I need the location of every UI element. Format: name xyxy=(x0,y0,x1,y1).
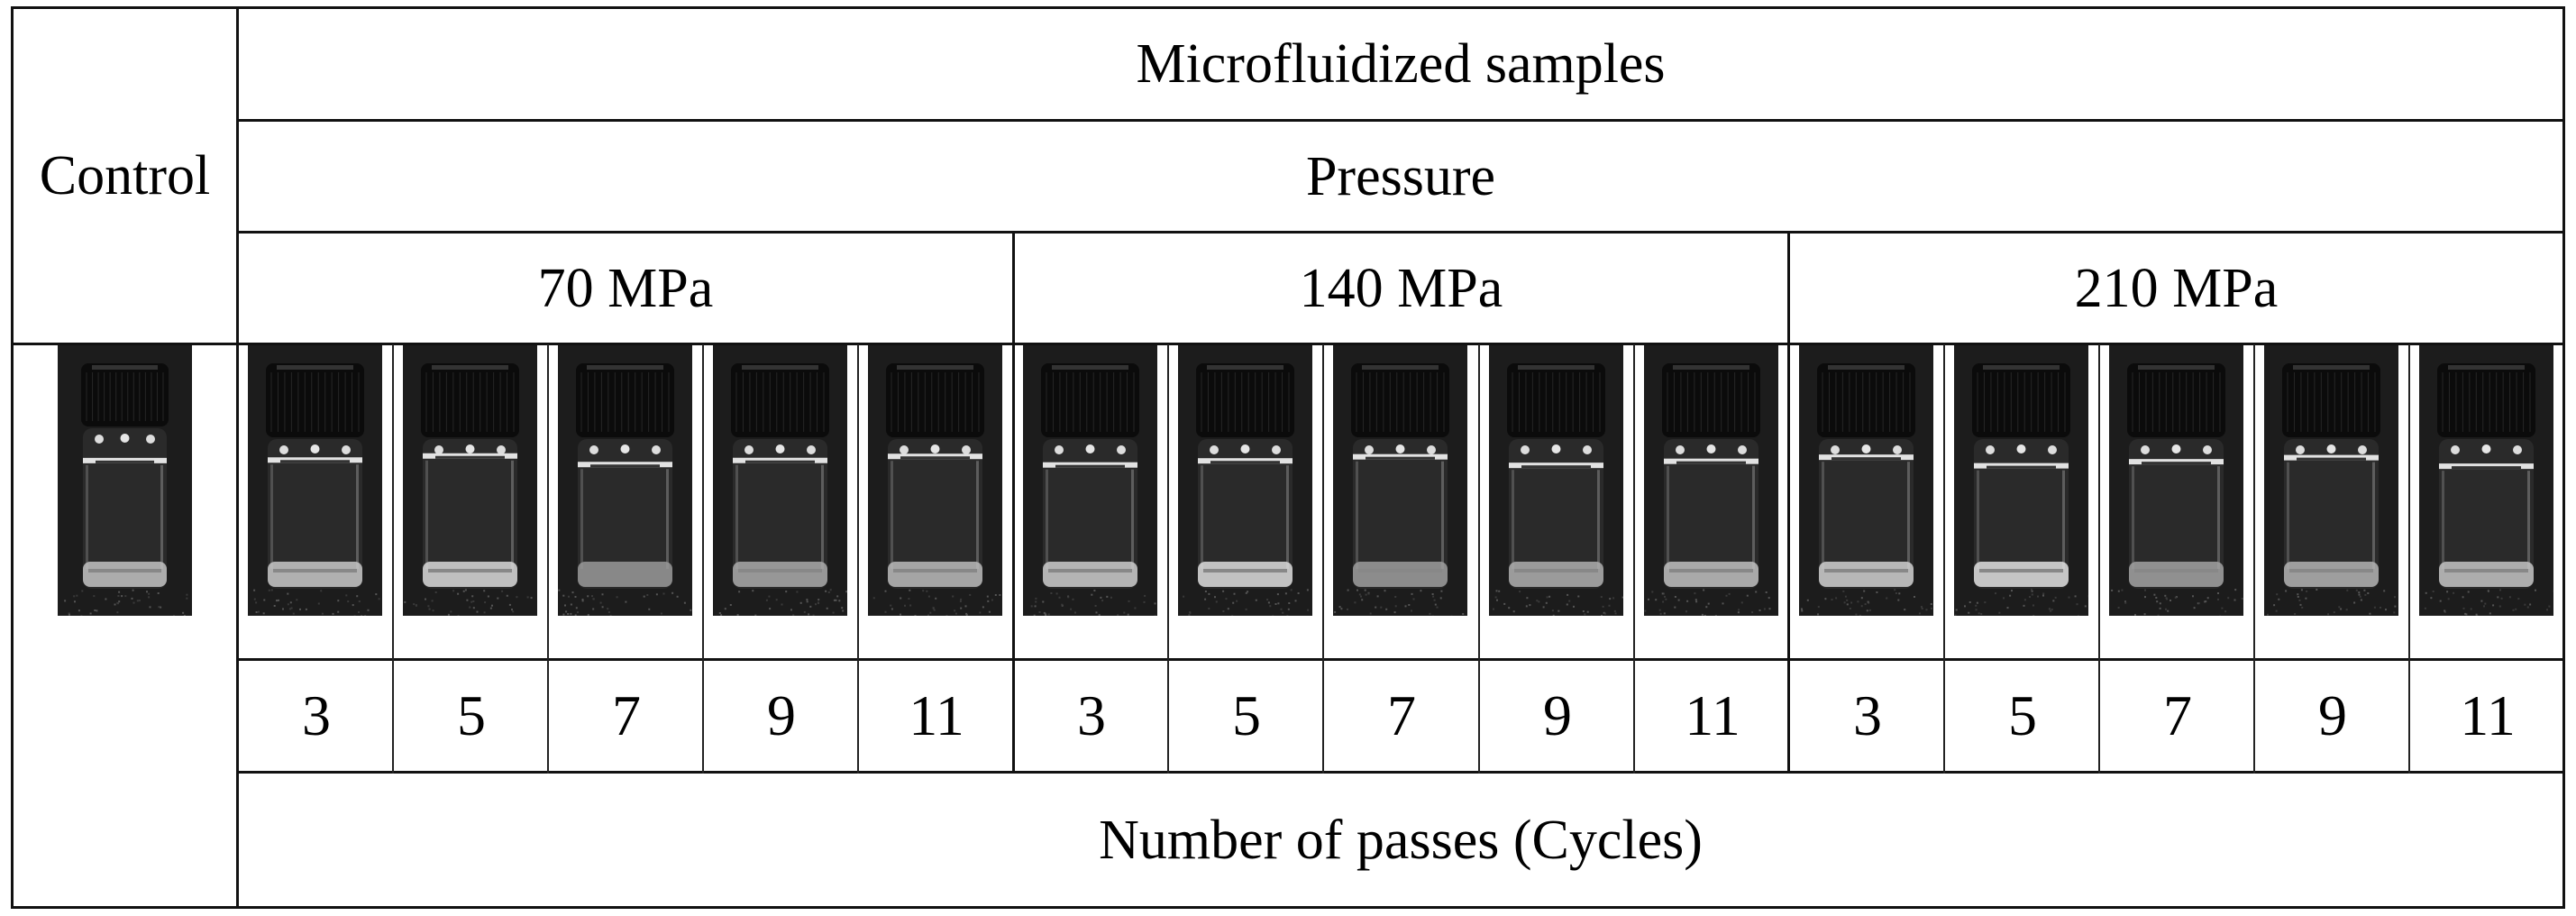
pass-count-label: 9 xyxy=(2256,661,2409,771)
sample-vial-image xyxy=(2419,345,2553,616)
pass-count-label: 5 xyxy=(1170,661,1323,771)
pass-count-label: 11 xyxy=(2411,661,2564,771)
sample-vial-image xyxy=(403,345,537,616)
pressure-group-140: 140 MPa xyxy=(1015,234,1787,343)
pressure-group-210: 210 MPa xyxy=(1790,234,2562,343)
sample-vial-image xyxy=(1333,345,1467,616)
sample-vial-image xyxy=(2264,345,2398,616)
sample-vial-image xyxy=(558,345,692,616)
sample-vial-image xyxy=(1178,345,1312,616)
header-subtitle: Pressure xyxy=(239,122,2562,231)
pass-count-label: 3 xyxy=(1791,661,1944,771)
pass-count-label: 7 xyxy=(2101,661,2254,771)
pass-count-label: 9 xyxy=(1481,661,1634,771)
pass-count-label: 3 xyxy=(240,661,393,771)
sample-vial-image xyxy=(1799,345,1933,616)
pass-count-label: 5 xyxy=(395,661,548,771)
header-title: Microfluidized samples xyxy=(239,9,2562,119)
sample-vial-image xyxy=(868,345,1002,616)
pass-count-label: 7 xyxy=(550,661,703,771)
control-vial-image xyxy=(58,345,192,616)
sample-vial-image xyxy=(713,345,847,616)
sample-vial-image xyxy=(1489,345,1623,616)
pressure-group-70: 70 MPa xyxy=(239,234,1012,343)
pass-count-label: 5 xyxy=(1946,661,2099,771)
control-label: Control xyxy=(14,9,236,343)
pass-count-label: 7 xyxy=(1325,661,1478,771)
sample-vial-image xyxy=(2109,345,2243,616)
footer-label: Number of passes (Cycles) xyxy=(239,774,2562,906)
sample-vial-image xyxy=(1644,345,1778,616)
pass-count-label: 11 xyxy=(1636,661,1789,771)
pass-count-label: 11 xyxy=(860,661,1013,771)
pass-count-label: 3 xyxy=(1015,661,1168,771)
sample-vial-image xyxy=(1954,345,2088,616)
column-divider xyxy=(1478,344,1480,774)
sample-vial-image xyxy=(248,345,382,616)
pass-count-label: 9 xyxy=(705,661,858,771)
sample-vial-image xyxy=(1023,345,1157,616)
